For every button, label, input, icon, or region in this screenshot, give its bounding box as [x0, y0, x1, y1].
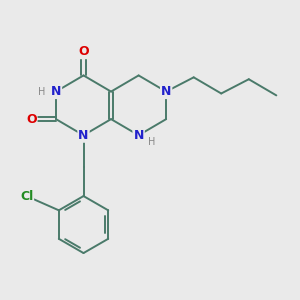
- Text: N: N: [161, 85, 171, 98]
- Text: Cl: Cl: [20, 190, 33, 202]
- Text: O: O: [26, 112, 37, 126]
- Text: N: N: [134, 129, 144, 142]
- Text: H: H: [148, 137, 156, 147]
- Text: N: N: [51, 85, 61, 98]
- Text: O: O: [78, 45, 89, 58]
- Text: H: H: [38, 87, 45, 97]
- Text: N: N: [78, 129, 89, 142]
